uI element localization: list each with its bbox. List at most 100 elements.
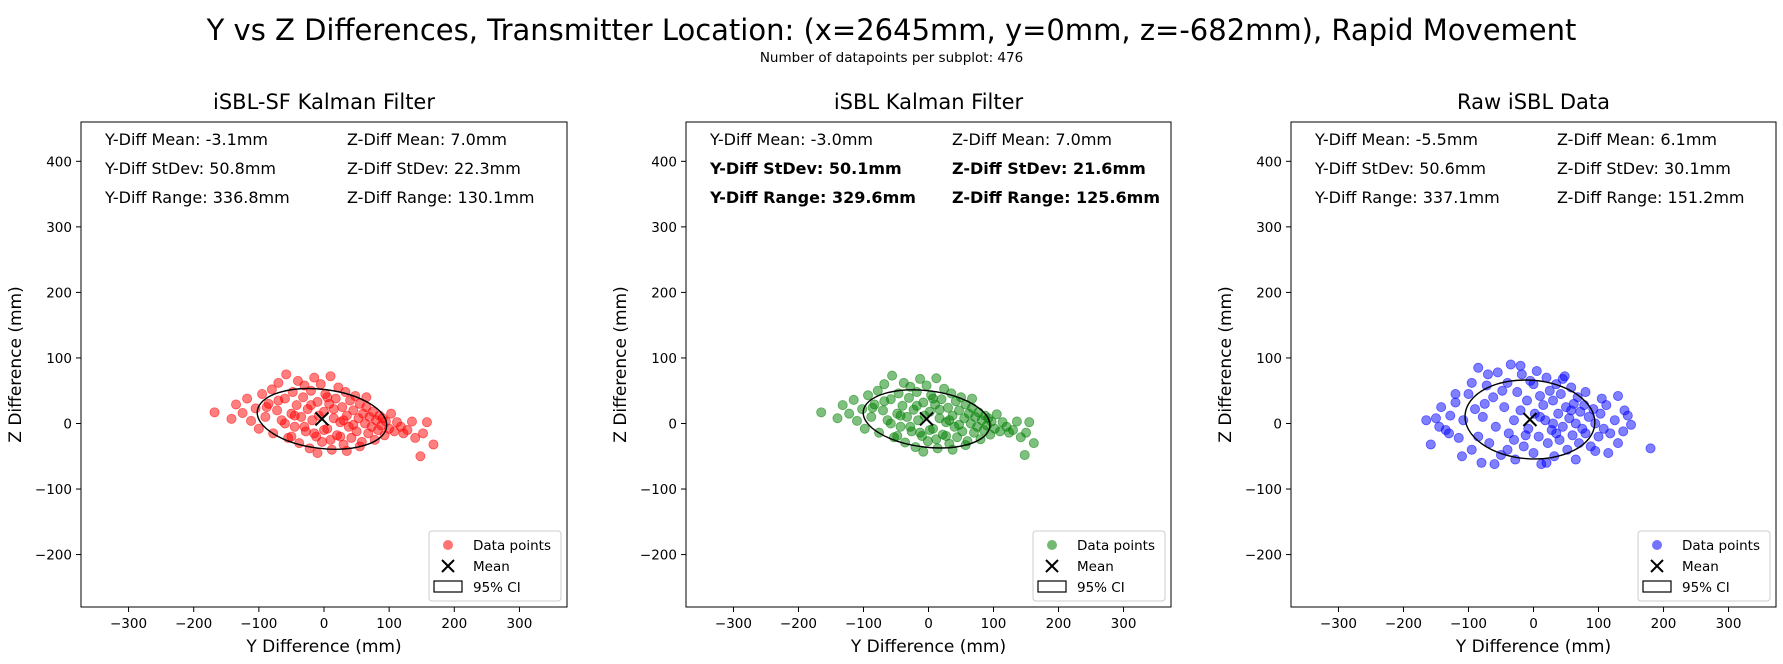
y-tick-label: 200 [651, 285, 677, 301]
stats-box: Y-Diff Mean: -3.1mm Z-Diff Mean: 7.0mm Y… [104, 130, 535, 207]
y-tick-label: −100 [35, 482, 72, 498]
data-point [337, 402, 348, 413]
data-point [1567, 430, 1578, 441]
data-point [335, 431, 346, 442]
data-point [410, 432, 421, 443]
data-point [1450, 388, 1461, 399]
data-point [1466, 377, 1477, 388]
data-point [418, 428, 429, 439]
data-point [1574, 438, 1585, 449]
data-point [848, 394, 859, 405]
legend-marker-points [1047, 540, 1057, 550]
data-point [1463, 388, 1474, 399]
data-point [944, 415, 955, 426]
data-point [346, 432, 357, 443]
x-tick-label: 300 [1716, 616, 1742, 632]
data-point [905, 421, 916, 432]
data-point [832, 413, 843, 424]
legend-marker-mean [1650, 559, 1664, 573]
data-point [281, 369, 292, 380]
data-point [1618, 426, 1629, 437]
data-point [887, 370, 898, 381]
data-point [348, 405, 359, 416]
subplot-title: iSBL-SF Kalman Filter [213, 90, 435, 114]
data-point [318, 425, 329, 436]
data-point [911, 400, 922, 411]
x-tick-label: 100 [1586, 616, 1612, 632]
y-tick-label: −200 [640, 548, 677, 564]
y-range-stat: Y-Diff Range: 337.1mm [1314, 188, 1500, 207]
data-point [286, 431, 297, 442]
data-point [1566, 405, 1577, 416]
x-tick-label: −200 [175, 616, 212, 632]
subplot-isbl-kalman: iSBL Kalman Filter Y Difference (mm) Z D… [611, 90, 1172, 657]
data-point [1425, 439, 1436, 450]
legend: Data points Mean 95% CI [1032, 530, 1166, 602]
x-tick-label: −100 [1450, 616, 1487, 632]
x-tick-label: 0 [924, 616, 933, 632]
data-point [1490, 421, 1501, 432]
data-point [1502, 444, 1513, 455]
data-point [226, 413, 237, 424]
data-point [386, 408, 397, 419]
y-range-stat: Y-Diff Range: 329.6mm [709, 188, 916, 207]
data-point [1595, 408, 1606, 419]
data-point [922, 436, 933, 447]
data-point [309, 372, 320, 383]
data-point [1476, 457, 1487, 468]
legend-label-ci: 95% CI [1682, 580, 1730, 596]
data-point [1469, 404, 1480, 415]
data-point [325, 371, 336, 382]
data-point [289, 421, 300, 432]
data-point [1555, 388, 1566, 399]
data-point [1593, 431, 1604, 442]
data-point [309, 428, 320, 439]
x-tick-label: −300 [1320, 616, 1357, 632]
data-point [991, 409, 1002, 420]
data-point [837, 400, 848, 411]
data-point [895, 421, 906, 432]
z-mean-stat: Z-Diff Mean: 6.1mm [1557, 130, 1717, 149]
subplot-title: Raw iSBL Data [1457, 90, 1610, 114]
data-point [1503, 428, 1514, 439]
z-stdev-stat: Z-Diff StDev: 21.6mm [952, 159, 1146, 178]
data-point [921, 380, 932, 391]
ci-ellipse [1464, 379, 1596, 460]
x-tick-label: −100 [240, 616, 277, 632]
data-point [915, 427, 926, 438]
data-point [844, 408, 855, 419]
legend-marker-ci [1642, 580, 1672, 593]
x-tick-label: 200 [1046, 616, 1072, 632]
data-point [1572, 392, 1583, 403]
legend: Data points Mean 95% CI [1637, 530, 1771, 602]
ci-ellipse [862, 389, 991, 449]
plot-area [80, 121, 568, 608]
y-mean-stat: Y-Diff Mean: -3.1mm [104, 130, 268, 149]
x-tick-label: 200 [441, 616, 467, 632]
y-stdev-stat: Y-Diff StDev: 50.8mm [104, 159, 276, 178]
y-tick-label: 400 [651, 154, 677, 170]
data-point [1516, 369, 1527, 380]
scatter-points [209, 369, 439, 462]
data-point [272, 405, 283, 416]
data-point [1466, 444, 1477, 455]
data-point [859, 423, 870, 434]
legend-label-mean: Mean [1682, 559, 1719, 575]
y-tick-label: −200 [35, 548, 72, 564]
y-axis-label: Z Difference (mm) [1216, 286, 1236, 442]
data-point [1645, 443, 1656, 454]
data-point [1521, 395, 1532, 406]
legend-marker-ci [1037, 580, 1067, 593]
data-point [879, 379, 890, 390]
subplot-isbl-sf-kalman: iSBL-SF Kalman Filter Y Difference (mm) … [6, 90, 568, 657]
data-point [877, 405, 888, 416]
data-point [1626, 419, 1637, 430]
data-point [1528, 379, 1539, 390]
data-point [1011, 416, 1022, 427]
data-point [1508, 434, 1519, 445]
data-point [1544, 385, 1555, 396]
ci-ellipse [256, 387, 388, 450]
data-point [1613, 390, 1624, 401]
y-tick-label: 200 [46, 285, 72, 301]
data-point [1473, 362, 1484, 373]
